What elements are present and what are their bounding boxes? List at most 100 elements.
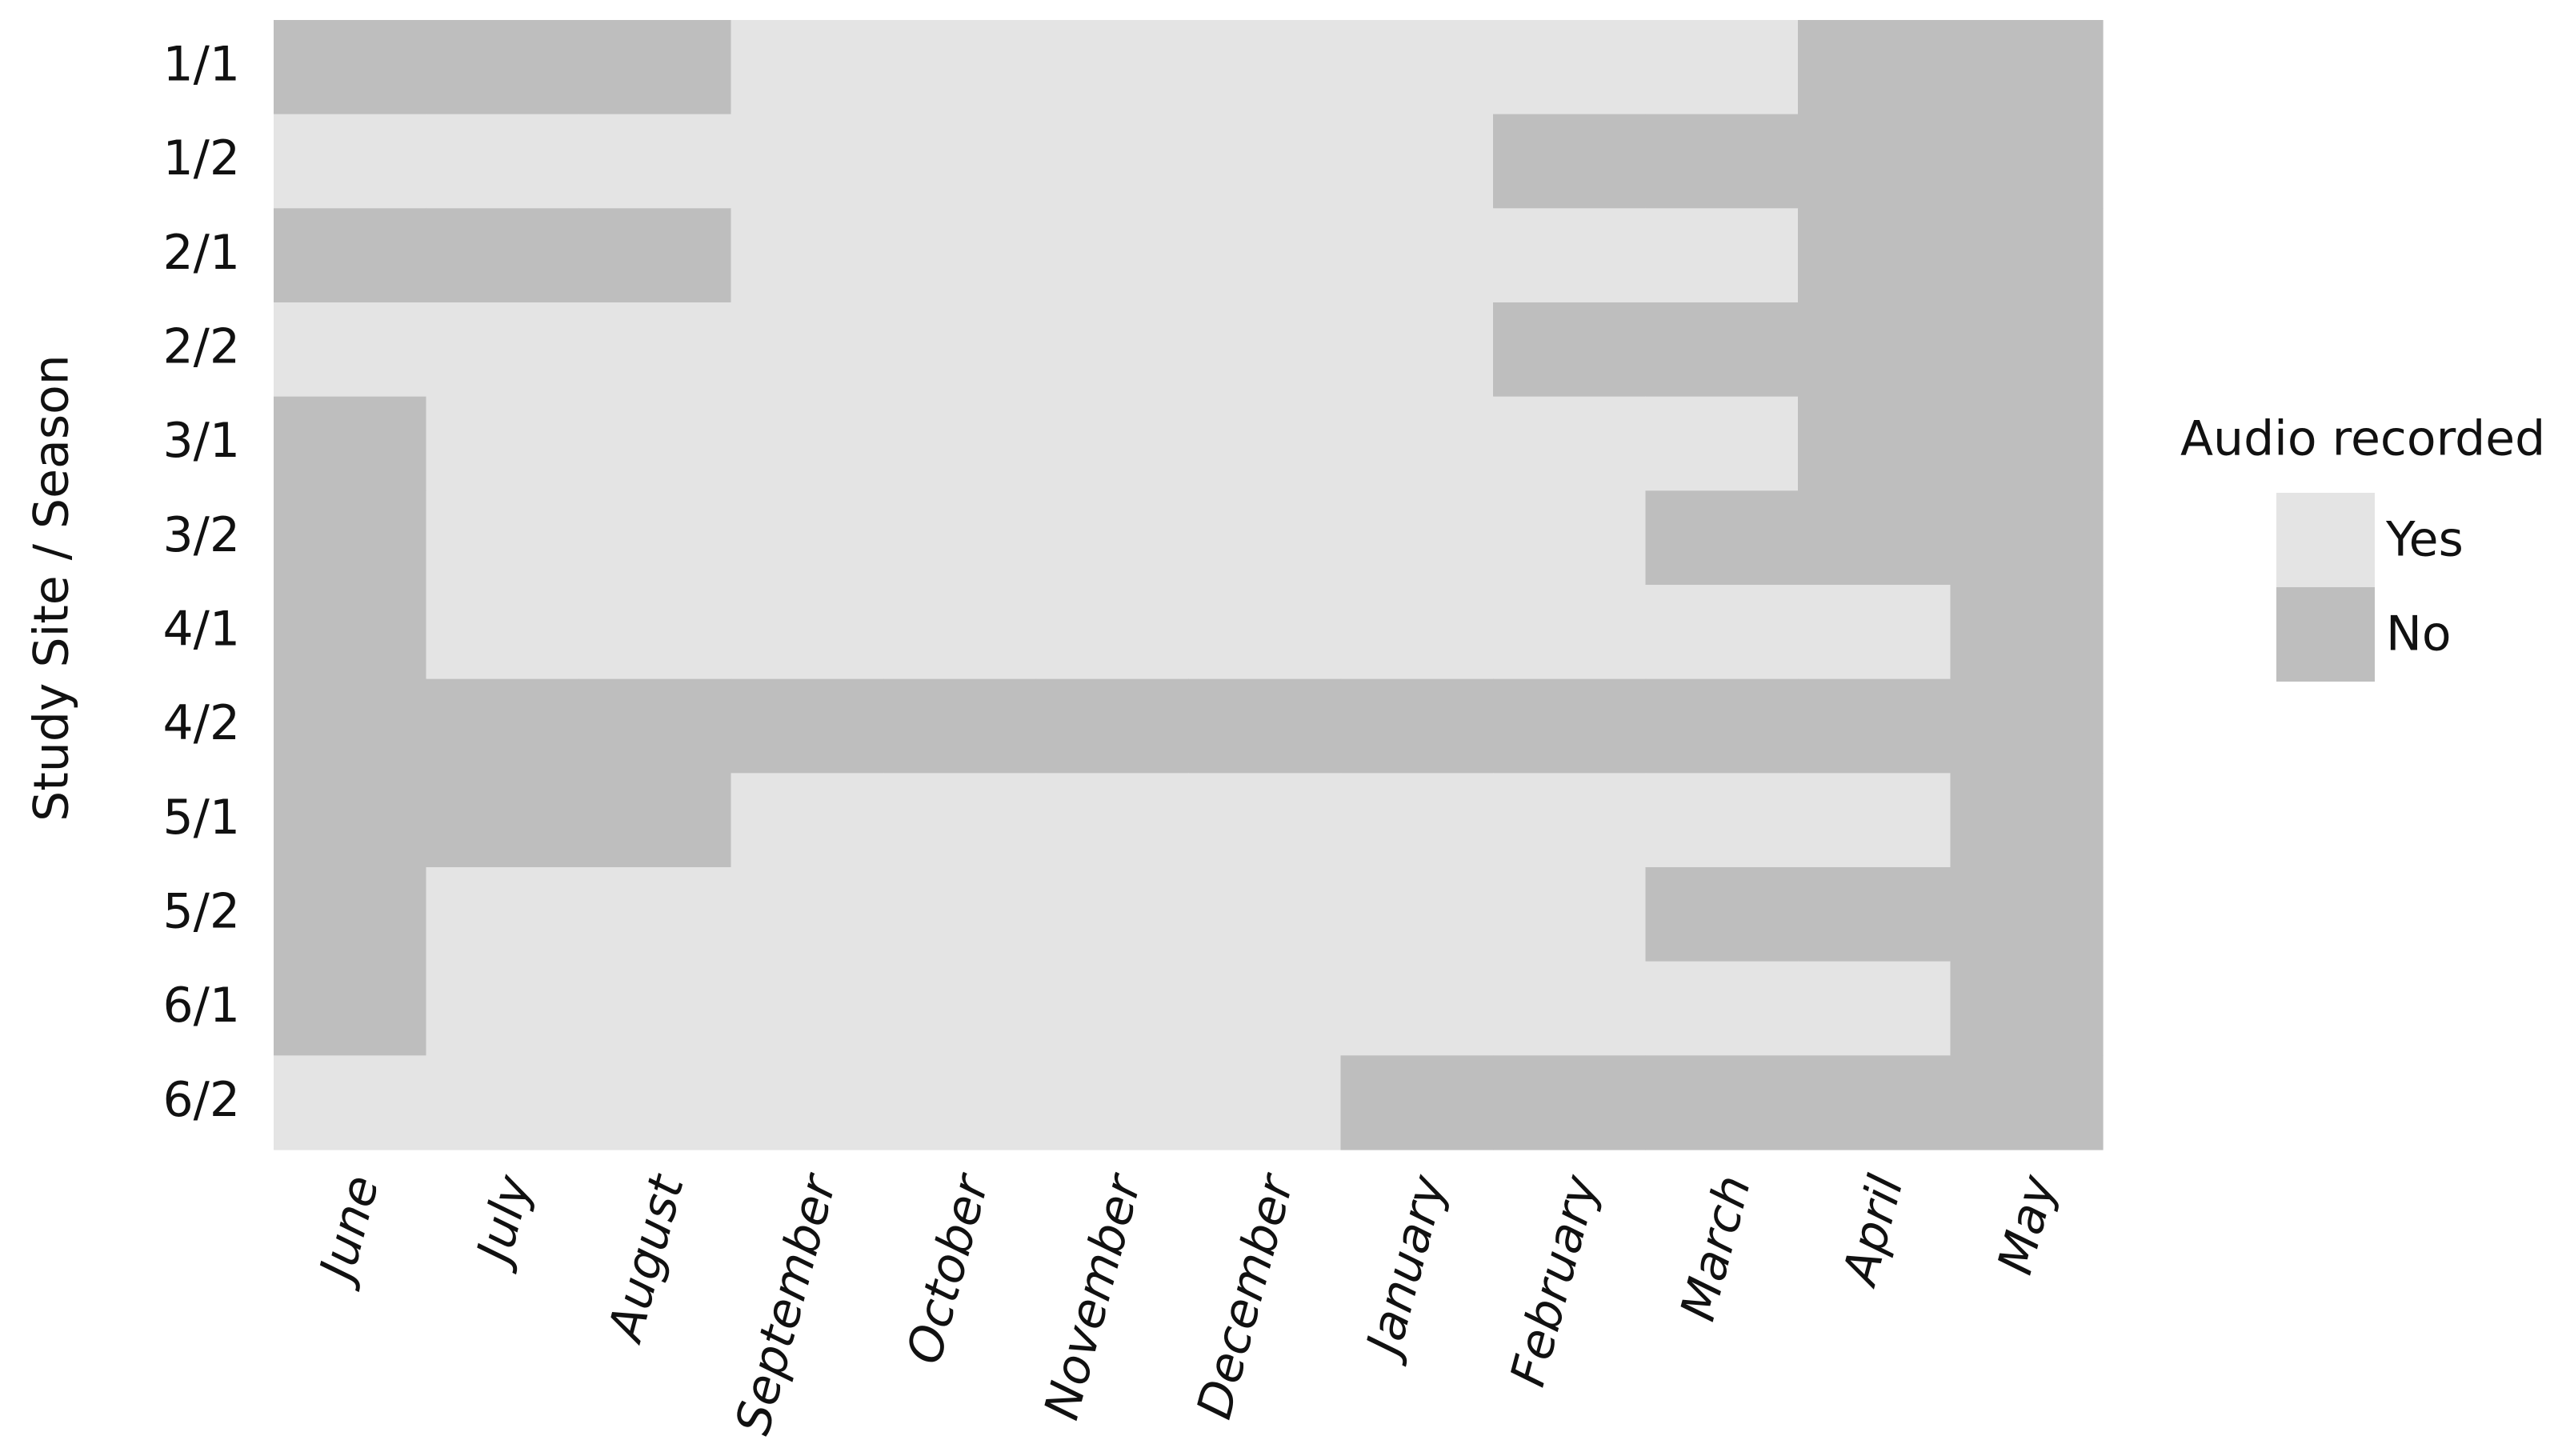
heatmap-cell <box>1798 773 1952 868</box>
heatmap-cell <box>1798 678 1952 774</box>
heatmap-cell <box>883 20 1037 115</box>
legend-swatch <box>2276 493 2375 587</box>
legend-swatch <box>2276 587 2375 682</box>
heatmap-cell <box>1340 961 1494 1056</box>
heatmap-cell <box>731 585 884 680</box>
heatmap-cell <box>1950 302 2104 398</box>
x-tick-label: November <box>1034 1167 1153 1426</box>
heatmap-cell <box>1645 302 1799 398</box>
heatmap-cell <box>426 208 579 303</box>
heatmap-cell <box>883 961 1037 1056</box>
heatmap-cell <box>274 678 427 774</box>
legend-label: Yes <box>2385 512 2464 568</box>
heatmap-cell <box>883 208 1037 303</box>
heatmap-cell <box>426 585 579 680</box>
heatmap-cell <box>731 396 884 491</box>
heatmap-cell <box>1798 961 1952 1056</box>
heatmap-cell <box>1645 585 1799 680</box>
heatmap-cell <box>1188 114 1342 209</box>
heatmap-cell <box>1950 585 2104 680</box>
heatmap-cell <box>1645 773 1799 868</box>
x-tick-label: July <box>464 1169 543 1275</box>
heatmap-cell <box>883 396 1037 491</box>
heatmap-cell <box>578 114 732 209</box>
heatmap-cell <box>274 773 427 868</box>
heatmap-cell <box>1950 961 2104 1056</box>
heatmap-cell <box>426 1055 579 1150</box>
heatmap-cell <box>274 208 427 303</box>
heatmap-cell <box>883 678 1037 774</box>
heatmap-cell <box>426 490 579 586</box>
heatmap-cell <box>578 208 732 303</box>
heatmap-cell <box>426 302 579 398</box>
heatmap-cell <box>1035 773 1189 868</box>
heatmap-cell <box>274 396 427 491</box>
heatmap-cell <box>274 585 427 680</box>
heatmap-cell <box>1798 585 1952 680</box>
heatmap-cell <box>731 867 884 962</box>
heatmap-cell <box>1340 773 1494 868</box>
y-tick-label: 1/2 <box>162 130 240 186</box>
heatmap-cell <box>1035 396 1189 491</box>
heatmap-cell <box>1188 961 1342 1056</box>
heatmap-cell <box>1188 208 1342 303</box>
heatmap-cell <box>578 867 732 962</box>
heatmap-cell <box>1340 867 1494 962</box>
heatmap-cell <box>426 867 579 962</box>
heatmap-cell <box>1645 114 1799 209</box>
heatmap-cell <box>731 208 884 303</box>
heatmap-cell <box>1035 961 1189 1056</box>
heatmap-cell <box>1493 1055 1647 1150</box>
heatmap-cell <box>578 1055 732 1150</box>
heatmap-cell <box>1798 396 1952 491</box>
heatmap-cell <box>1035 490 1189 586</box>
heatmap-cell <box>1645 1055 1799 1150</box>
heatmap-cell <box>274 1055 427 1150</box>
heatmap-cell <box>731 678 884 774</box>
legend-title: Audio recorded <box>2180 411 2545 467</box>
y-tick-label: 2/1 <box>162 225 240 281</box>
heatmap-cell <box>1798 20 1952 115</box>
heatmap-cell <box>1035 678 1189 774</box>
heatmap-cell <box>731 773 884 868</box>
heatmap-cell <box>1493 773 1647 868</box>
heatmap-cell <box>1340 20 1494 115</box>
heatmap-cell <box>1188 490 1342 586</box>
heatmap-cell <box>1035 114 1189 209</box>
heatmap-cell <box>274 961 427 1056</box>
heatmap-cell <box>1798 867 1952 962</box>
heatmap-cell <box>1493 396 1647 491</box>
y-axis-label: Study Site / Season <box>24 354 80 822</box>
heatmap-cell <box>426 114 579 209</box>
heatmap-cell <box>1035 585 1189 680</box>
heatmap-cell <box>578 773 732 868</box>
heatmap-cell <box>883 773 1037 868</box>
heatmap-cell <box>731 961 884 1056</box>
heatmap-cell <box>1340 114 1494 209</box>
heatmap-cell <box>1188 773 1342 868</box>
heatmap-cell <box>1493 867 1647 962</box>
y-tick-label: 2/2 <box>162 318 240 374</box>
heatmap-cell <box>883 302 1037 398</box>
heatmap-cell <box>426 961 579 1056</box>
y-tick-label: 5/1 <box>162 790 240 846</box>
y-tick-label: 3/2 <box>162 507 240 563</box>
x-tick-label: June <box>307 1170 390 1293</box>
heatmap-cell <box>578 961 732 1056</box>
heatmap-cell <box>274 302 427 398</box>
heatmap-cell <box>1340 208 1494 303</box>
heatmap-cell <box>1950 20 2104 115</box>
heatmap-cell <box>274 867 427 962</box>
heatmap-cell <box>1340 585 1494 680</box>
x-tick-label: February <box>1499 1169 1610 1393</box>
heatmap-cell <box>426 773 579 868</box>
heatmap-cell <box>731 20 884 115</box>
y-tick-label: 3/1 <box>162 413 240 469</box>
legend-label: No <box>2386 606 2452 662</box>
heatmap-cell <box>1340 678 1494 774</box>
heatmap-cell <box>1798 208 1952 303</box>
heatmap-cell <box>1340 396 1494 491</box>
heatmap-cell <box>274 490 427 586</box>
heatmap-cell <box>883 585 1037 680</box>
